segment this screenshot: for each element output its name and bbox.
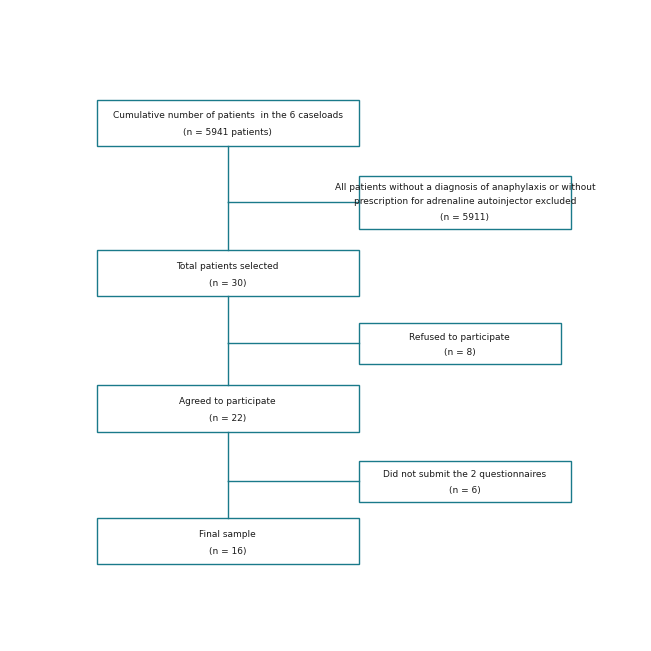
Text: Total patients selected: Total patients selected bbox=[176, 262, 279, 271]
Text: Final sample: Final sample bbox=[199, 530, 256, 539]
Text: (n = 8): (n = 8) bbox=[444, 348, 476, 357]
Text: Cumulative number of patients  in the 6 caseloads: Cumulative number of patients in the 6 c… bbox=[113, 111, 342, 120]
Text: prescription for adrenaline autoinjector excluded: prescription for adrenaline autoinjector… bbox=[353, 197, 576, 206]
Bar bbox=[359, 461, 571, 502]
Bar bbox=[96, 100, 359, 146]
Text: Did not submit the 2 questionnaires: Did not submit the 2 questionnaires bbox=[383, 471, 546, 480]
Text: (n = 16): (n = 16) bbox=[209, 547, 247, 556]
Text: (n = 5941 patients): (n = 5941 patients) bbox=[183, 128, 272, 137]
Text: (n = 30): (n = 30) bbox=[209, 279, 247, 288]
Bar bbox=[96, 518, 359, 564]
Bar bbox=[96, 250, 359, 296]
Bar bbox=[96, 385, 359, 432]
Text: All patients without a diagnosis of anaphylaxis or without: All patients without a diagnosis of anap… bbox=[335, 183, 595, 192]
Text: (n = 22): (n = 22) bbox=[209, 414, 246, 423]
Text: Refused to participate: Refused to participate bbox=[409, 333, 510, 342]
Text: (n = 6): (n = 6) bbox=[449, 486, 480, 495]
Bar bbox=[359, 176, 571, 229]
Text: Agreed to participate: Agreed to participate bbox=[180, 397, 276, 406]
Text: (n = 5911): (n = 5911) bbox=[440, 214, 490, 223]
Bar bbox=[359, 323, 561, 364]
